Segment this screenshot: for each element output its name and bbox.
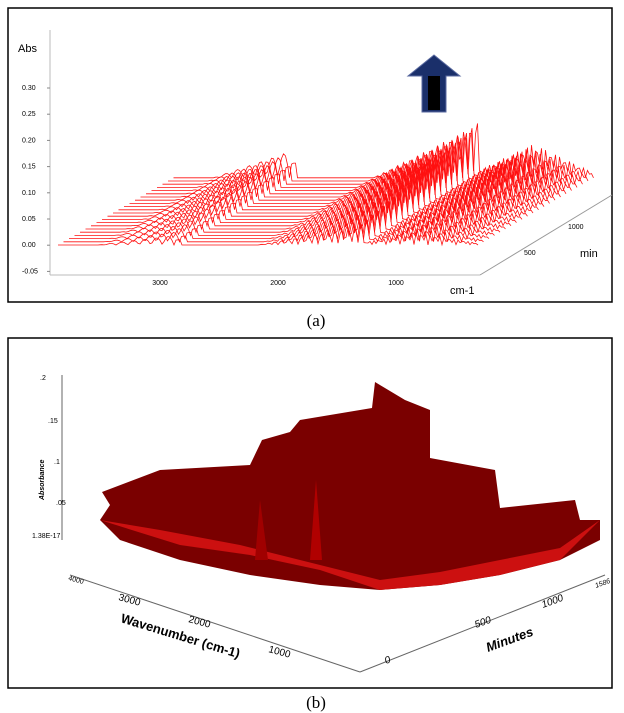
- y-tick-label: 1.38E-17: [32, 533, 61, 540]
- z-tick-label: 1586: [594, 578, 611, 590]
- spectrum: [162, 133, 583, 185]
- caption: (a): [307, 311, 326, 330]
- y-tick-label: 0.15: [22, 164, 36, 171]
- spectrum: [173, 123, 594, 179]
- spectrum: [74, 210, 495, 237]
- z-label: min: [580, 248, 598, 260]
- x-tick-label: 1000: [388, 280, 404, 287]
- x-tick-label: 2000: [270, 280, 286, 287]
- panel-b-frame: [7, 337, 613, 689]
- x-axis: [69, 574, 361, 673]
- y-label: Abs: [18, 43, 37, 55]
- x-label: Wavenumber (cm-1): [119, 611, 242, 662]
- x-tick-label: 3000: [117, 592, 142, 608]
- y-tick-label: .2: [40, 375, 46, 382]
- caption: (b): [306, 693, 326, 712]
- y-tick-label: 0.10: [22, 190, 36, 197]
- spectrum: [91, 196, 512, 228]
- spectrum: [107, 181, 528, 217]
- z-tick-label: 500: [473, 615, 493, 631]
- panel-a-frame: [7, 7, 613, 303]
- spectrum: [85, 201, 506, 231]
- x-tick-label: 3000: [152, 280, 168, 287]
- surface: [100, 382, 600, 590]
- y-tick-label: -0.05: [22, 268, 38, 275]
- spectrum: [63, 219, 484, 243]
- arrow: [406, 54, 462, 113]
- y-tick-label: 0.05: [22, 216, 36, 223]
- y-tick-label: 0.20: [22, 137, 36, 144]
- y-tick-label: 0.00: [22, 242, 36, 249]
- spectrum: [80, 205, 501, 234]
- spectrum: [96, 191, 517, 225]
- y-tick-label: .05: [56, 500, 66, 507]
- x-label: cm-1: [450, 285, 474, 297]
- x-tick-label: 2000: [187, 614, 212, 630]
- z-tick-label: 1000: [568, 224, 584, 231]
- y-tick-label: .15: [48, 418, 58, 425]
- spectrum: [124, 167, 545, 208]
- y-tick-label: .1: [54, 459, 60, 466]
- y-tick-label: 0.30: [22, 85, 36, 92]
- spectra: [58, 123, 594, 247]
- z-tick-label: 0: [383, 654, 392, 666]
- z-axis: [359, 574, 606, 673]
- spectrum: [146, 147, 567, 195]
- y-tick-label: 0.25: [22, 111, 36, 118]
- z-label: Minutes: [484, 624, 535, 655]
- spectrum: [168, 128, 589, 182]
- spectrum: [102, 186, 523, 220]
- z-axis: [479, 194, 613, 276]
- z-tick-label: 500: [524, 250, 536, 257]
- x-tick-label: 1000: [267, 644, 292, 660]
- z-tick-label: 1000: [540, 593, 565, 611]
- x-tick-label: 4000: [67, 575, 84, 586]
- spectrum: [69, 214, 490, 240]
- spectrum: [58, 224, 479, 247]
- y-label: Absorbance: [39, 459, 46, 501]
